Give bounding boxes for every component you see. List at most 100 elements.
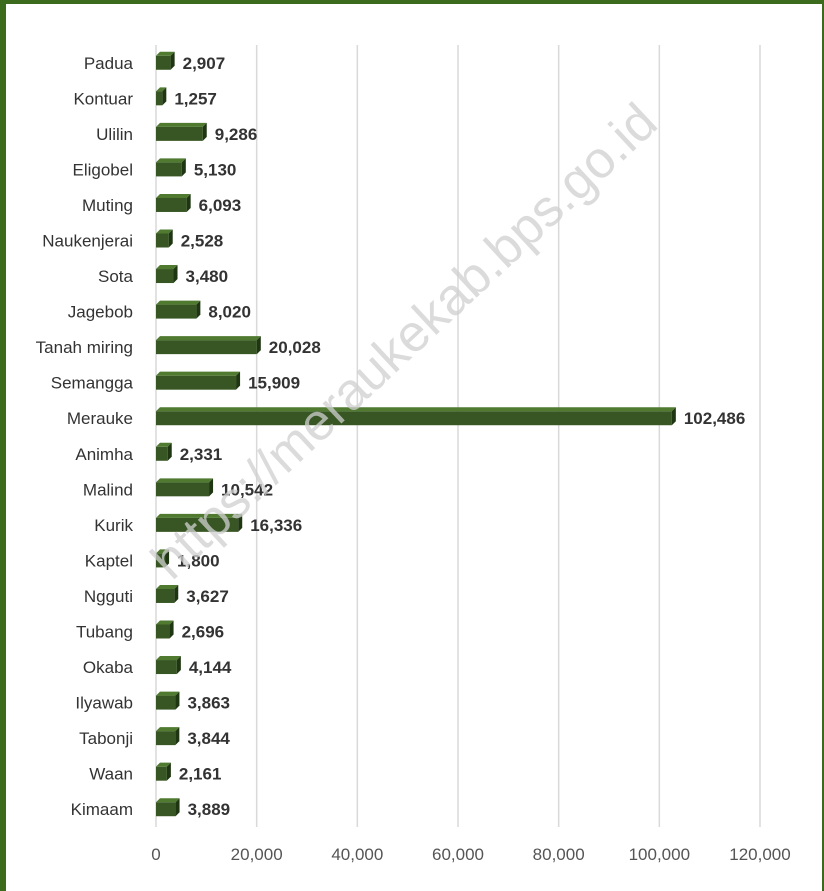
bar-side [196,300,201,319]
bar [156,798,180,817]
bar-side [175,691,180,710]
bar-side [256,336,261,355]
category-label: Ngguti [84,587,133,606]
labels: 0 20,000 40,000 60,000 80,000 100,000 120,000 P… [36,54,791,864]
bar-top [156,336,261,341]
category-label: Kontuar [73,89,133,108]
bar-side [209,478,214,497]
data-label: 2,528 [181,232,224,251]
bar [156,265,178,284]
bar [156,620,174,639]
bar-front [156,624,170,639]
bar [156,727,180,746]
x-tick-label: 0 [151,845,160,864]
data-label: 3,844 [187,729,230,748]
category-label: Okaba [83,658,134,677]
bar-top [156,407,676,412]
bar-side [175,798,180,817]
bar-top [156,727,180,732]
bar-front [156,55,171,70]
bar-front [156,162,182,177]
bar-top [156,656,181,661]
bar-front [156,375,237,390]
category-label: Sota [98,267,134,286]
category-label: Semangga [51,374,134,393]
bar-side [173,265,178,284]
bar-front [156,802,176,817]
bar-side [238,513,243,532]
bar-top [156,584,179,589]
category-label: Tabonji [79,729,133,748]
bar-side [165,549,170,568]
category-label: Merauke [67,409,133,428]
bar-front [156,660,177,675]
bar [156,478,214,497]
x-tick-label: 60,000 [432,845,484,864]
data-label: 15,909 [248,374,300,393]
bar-front [156,91,163,106]
data-label: 2,161 [179,765,222,784]
bar-side [169,620,174,639]
category-label: Naukenjerai [42,232,133,251]
bar-side [236,371,241,390]
category-label: Kaptel [85,551,133,570]
data-label: 9,286 [215,125,258,144]
data-label: 3,480 [186,267,229,286]
bar-top [156,620,174,625]
category-label: Waan [89,765,133,784]
category-label: Ilyawab [75,694,133,713]
category-label: Padua [84,54,134,73]
bar-side [186,193,191,212]
data-label: 6,093 [199,196,242,215]
bar [156,549,170,568]
bar-chart: 0 20,000 40,000 60,000 80,000 100,000 120,000 P… [36,45,791,864]
data-label: 20,028 [269,338,321,357]
bar [156,122,207,141]
bar-front [156,517,239,532]
bar-top [156,513,243,518]
bar-side [181,158,186,177]
bar [156,656,181,675]
category-label: Malind [83,480,133,499]
data-label: 10,542 [221,480,273,499]
category-label: Muting [82,196,133,215]
bar-front [156,553,166,568]
x-tick-label: 120,000 [729,845,790,864]
bar-front [156,233,169,248]
bar-top [156,798,180,803]
bar-side [162,87,167,106]
category-label: Kimaam [71,800,133,819]
bar-front [156,766,167,781]
x-tick-label: 40,000 [331,845,383,864]
bar-front [156,482,210,497]
data-label: 5,130 [194,160,237,179]
data-label: 1,800 [177,551,220,570]
category-label: Ulilin [96,125,133,144]
data-label: 16,336 [250,516,302,535]
bar-side [167,442,172,461]
data-label: 4,144 [189,658,232,677]
bar-side [166,762,171,781]
data-label: 3,627 [186,587,229,606]
data-label: 1,257 [174,89,217,108]
data-label: 2,696 [182,623,225,642]
category-label: Animha [75,445,133,464]
bar-top [156,229,173,234]
bar-front [156,126,203,141]
bar-top [156,442,172,447]
bar [156,300,201,319]
bar-side [671,407,676,426]
bar [156,87,167,106]
category-label: Eligobel [73,160,134,179]
bar [156,193,191,212]
bar [156,407,676,426]
bar [156,762,171,781]
bar-front [156,588,175,603]
bar-side [168,229,173,248]
bar-front [156,197,187,212]
x-tick-label: 100,000 [629,845,690,864]
bar-top [156,549,170,554]
bar-side [202,122,207,141]
bar [156,371,241,390]
